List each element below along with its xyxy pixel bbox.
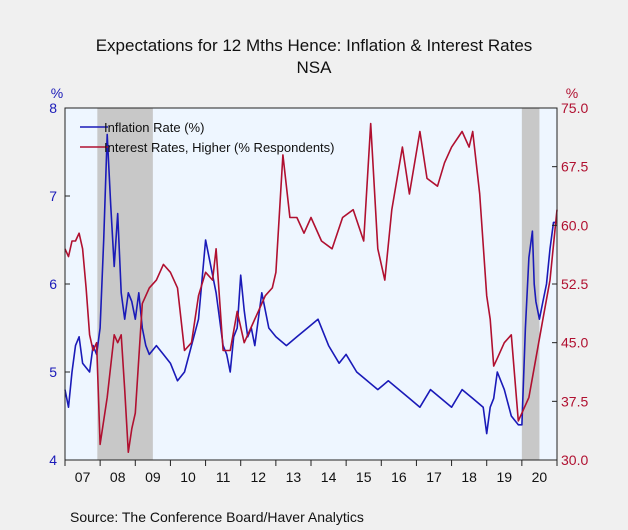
right-axis-unit: % — [566, 85, 578, 101]
x-tick-label: 20 — [532, 469, 548, 485]
right-tick-label: 37.5 — [561, 393, 588, 409]
x-tick-label: 14 — [321, 469, 337, 485]
x-tick-label: 15 — [356, 469, 372, 485]
series-line-interest — [64, 122, 558, 454]
x-tick-label: 12 — [250, 469, 266, 485]
x-tick-label: 13 — [286, 469, 302, 485]
left-tick-label: 6 — [49, 276, 57, 292]
recession-band-2 — [521, 108, 540, 460]
legend-label-interest: Interest Rates, Higher (% Respondents) — [104, 140, 335, 155]
chart-subtitle: NSA — [297, 58, 333, 77]
right-tick-label: 52.5 — [561, 276, 588, 292]
x-tick-label: 08 — [110, 469, 126, 485]
series-lines — [64, 122, 558, 454]
x-tick-label: 16 — [391, 469, 407, 485]
right-tick-label: 30.0 — [561, 452, 588, 468]
right-tick-label: 75.0 — [561, 100, 588, 116]
x-tick-label: 09 — [145, 469, 161, 485]
chart-title: Expectations for 12 Mths Hence: Inflatio… — [96, 36, 533, 55]
left-tick-label: 5 — [49, 364, 57, 380]
x-tick-label: 10 — [180, 469, 196, 485]
right-tick-label: 67.5 — [561, 159, 588, 175]
legend-label-inflation: Inflation Rate (%) — [104, 120, 204, 135]
left-tick-label: 8 — [49, 100, 57, 116]
x-tick-label: 11 — [216, 469, 231, 485]
x-tick-label: 18 — [461, 469, 477, 485]
x-tick-label: 19 — [496, 469, 512, 485]
left-axis-unit: % — [51, 85, 63, 101]
right-tick-label: 60.0 — [561, 217, 588, 233]
right-tick-label: 45.0 — [561, 335, 588, 351]
x-tick-label: 07 — [75, 469, 91, 485]
legend: Inflation Rate (%) Interest Rates, Highe… — [80, 120, 335, 155]
left-tick-label: 4 — [49, 452, 57, 468]
source-note: Source: The Conference Board/Haver Analy… — [70, 509, 364, 525]
axes: 4 5 6 7 8 30.0 37.5 45.0 52.5 60.0 67.5 75.0 07 08 09 1… — [49, 100, 588, 485]
left-tick-label: 7 — [49, 188, 57, 204]
x-tick-label: 17 — [426, 469, 442, 485]
